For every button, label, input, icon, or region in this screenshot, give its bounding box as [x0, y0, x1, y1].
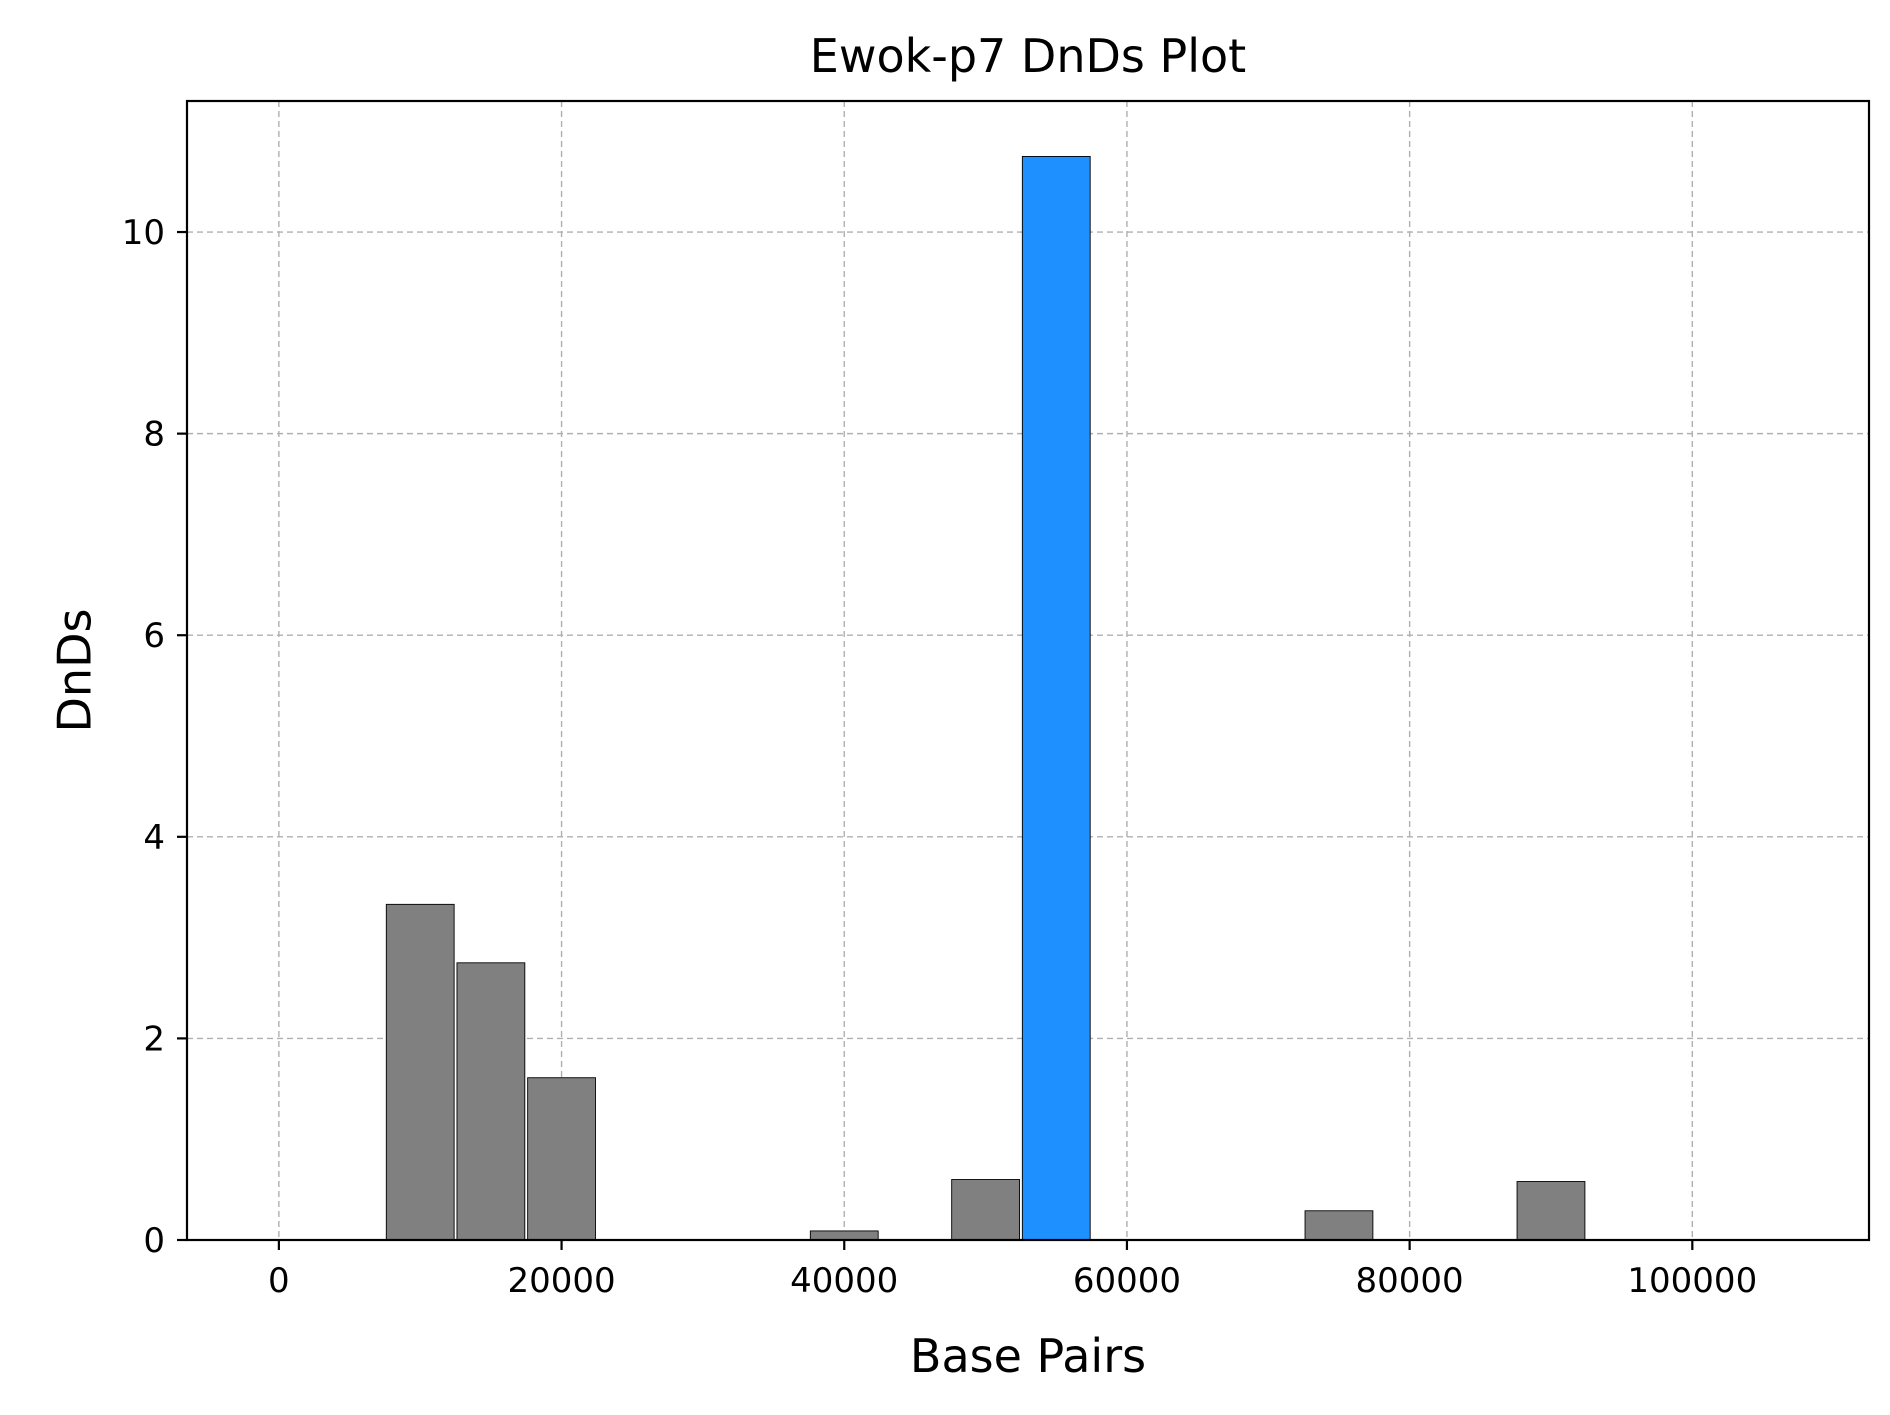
- y-tick-label: 8: [143, 415, 165, 455]
- y-tick-label: 10: [122, 213, 165, 253]
- x-axis-label: Base Pairs: [910, 1329, 1146, 1383]
- x-tick-label: 40000: [790, 1261, 898, 1301]
- x-tick-label: 100000: [1627, 1261, 1757, 1301]
- x-tick-label: 60000: [1073, 1261, 1181, 1301]
- x-tick-label: 20000: [507, 1261, 615, 1301]
- plot-frame: [185, 99, 1871, 1242]
- tick-layer: 0 20000 40000 60000 80000 100000 0 2 4 6 8 10: [122, 213, 1757, 1301]
- bar: [1021, 155, 1091, 1241]
- y-axis-label: DnDs: [48, 609, 102, 733]
- bar: [809, 1230, 879, 1241]
- bar: [456, 962, 526, 1241]
- chart-title: Ewok-p7 DnDs Plot: [810, 29, 1246, 83]
- bar: [951, 1179, 1020, 1241]
- y-tick-label: 0: [143, 1221, 165, 1261]
- bar: [1516, 1181, 1586, 1241]
- x-tick-label: 80000: [1356, 1261, 1464, 1301]
- y-tick-label: 2: [143, 1019, 165, 1059]
- bar: [527, 1077, 596, 1241]
- y-tick-label: 4: [143, 818, 165, 858]
- bar: [1304, 1210, 1374, 1241]
- bar-layer: [385, 155, 1586, 1241]
- x-tick-label: 0: [268, 1261, 290, 1301]
- bar: [385, 903, 455, 1241]
- y-tick-label: 6: [143, 616, 165, 656]
